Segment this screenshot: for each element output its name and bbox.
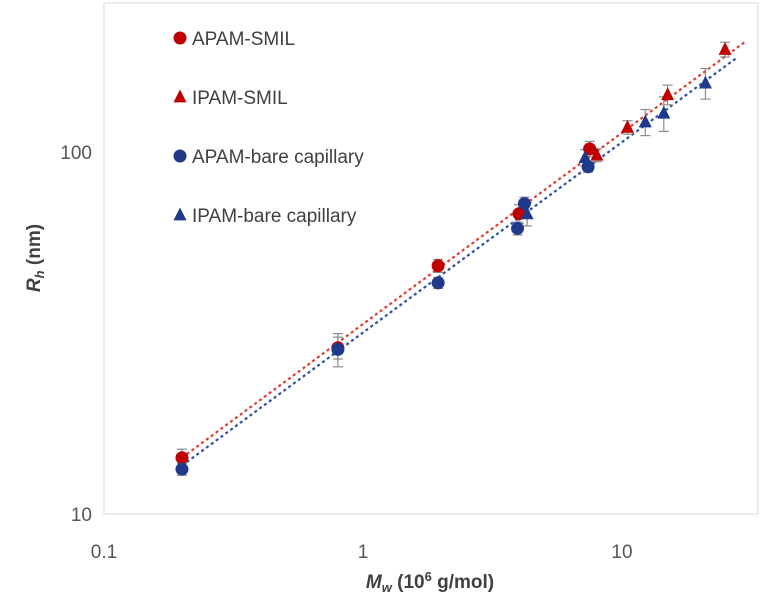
tick-label-group: 0.1 1 10 10 100 [60,143,632,563]
legend: APAM-SMIL IPAM-SMIL APAM-bare capillary IPA… [173,29,364,227]
legend-item: IPAM-bare capillary [173,206,357,227]
data-point-apam-bare-capillary [431,276,445,290]
x-tick-label: 1 [358,542,369,563]
trendline-bare [181,56,739,467]
y-tick-label: 10 [71,505,92,526]
legend-label: APAM-bare capillary [192,147,364,168]
legend-item: IPAM-SMIL [173,88,288,109]
data-point-ipam-smil [718,42,732,55]
data-point-apam-bare-capillary [581,160,595,174]
data-point-ipam-bare-capillary [638,114,652,128]
data-point-apam-bare-capillary [331,342,345,356]
data-point-ipam-bare-capillary [698,75,712,89]
data-point-ipam-smil [620,119,634,133]
legend-marker [173,149,187,163]
data-point-ipam-bare-capillary [657,105,671,119]
legend-label: APAM-SMIL [192,29,295,50]
data-point-ipam-bare-capillary [578,150,592,164]
x-axis-title: Mw (106 g/mol) [366,569,494,592]
legend-item: APAM-bare capillary [173,147,364,168]
data-point-ipam-smil [661,87,675,101]
data-point-apam-bare-capillary [517,197,531,211]
legend-marker [173,207,187,221]
data-point-apam-smil [431,259,445,273]
trendline-smil [181,40,747,459]
data-point-apam-smil [175,451,189,465]
y-tick-label: 100 [60,143,92,164]
x-tick-label: 0.1 [91,542,117,563]
data-point-apam-smil [583,142,597,156]
data-point-apam-bare-capillary [175,462,189,476]
legend-label: IPAM-SMIL [192,88,288,109]
legend-marker [173,89,187,103]
marker-group [175,42,732,476]
data-point-apam-bare-capillary [511,221,525,235]
trendline-group [181,40,747,467]
legend-label: IPAM-bare capillary [192,206,357,227]
legend-item: APAM-SMIL [173,29,295,50]
plot-area-border [103,2,759,515]
legend-marker [173,31,187,45]
x-tick-label: 10 [611,542,632,563]
data-point-ipam-smil [590,147,604,161]
data-point-ipam-bare-capillary [520,206,534,220]
y-axis-title: Rh (nm) [24,224,47,292]
